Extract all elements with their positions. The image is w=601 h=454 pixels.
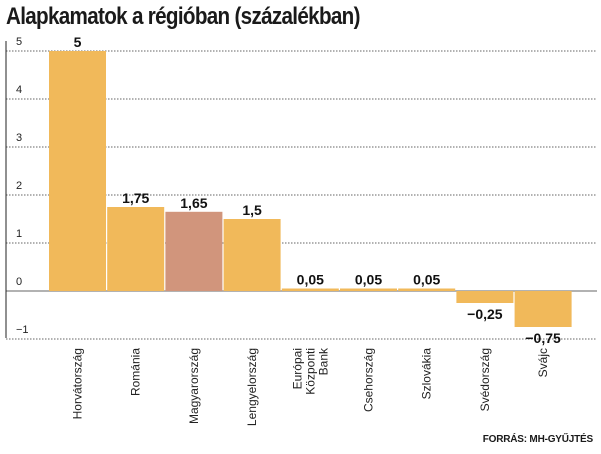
y-tick-label: 3 xyxy=(16,132,22,144)
category-label-line: Magyarország xyxy=(187,348,201,424)
category-label: Lengyelország xyxy=(245,348,259,426)
bar xyxy=(107,207,165,291)
category-label-line: Horvátország xyxy=(71,348,85,419)
y-tick-label: 4 xyxy=(16,84,22,96)
bar xyxy=(456,291,514,303)
category-label-line: Központi xyxy=(303,348,317,395)
category-label-line: Svédország xyxy=(478,348,492,411)
value-label: −0,25 xyxy=(467,306,503,322)
value-label: 0,05 xyxy=(413,272,440,288)
value-label: −0,75 xyxy=(525,330,561,346)
category-label-line: Románia xyxy=(129,348,143,396)
category-label: Románia xyxy=(129,348,143,396)
bar xyxy=(49,51,106,291)
category-label-line: Európai xyxy=(290,348,304,389)
value-label: 1,5 xyxy=(242,202,262,218)
y-tick-label: −1 xyxy=(16,324,29,336)
category-label: Szlovákia xyxy=(420,348,434,400)
value-label: 0,05 xyxy=(297,272,324,288)
category-label-line: Lengyelország xyxy=(245,348,259,426)
y-tick-label: 5 xyxy=(16,36,22,48)
bar xyxy=(340,288,397,291)
source-note: FORRÁS: MH-GYŰJTÉS xyxy=(482,434,593,445)
bar xyxy=(165,211,223,291)
value-label: 1,65 xyxy=(180,195,207,211)
value-label: 5 xyxy=(74,34,82,50)
category-label: Svédország xyxy=(478,348,492,411)
bar xyxy=(398,288,456,291)
y-tick-label: 2 xyxy=(16,180,22,192)
y-tick-label: 0 xyxy=(16,276,22,288)
value-label: 1,75 xyxy=(122,190,149,206)
chart-title: Alapkamatok a régióban (százalékban) xyxy=(6,3,360,30)
category-label-line: Bank xyxy=(316,347,330,375)
bar xyxy=(514,291,572,327)
category-label-line: Csehország xyxy=(362,348,376,412)
category-label: Európai Központi Bank xyxy=(290,347,330,395)
category-label-line: Svájc xyxy=(536,348,550,377)
category-label: Svájc xyxy=(536,348,550,377)
category-label: Csehország xyxy=(362,348,376,412)
y-tick-label: 1 xyxy=(16,228,22,240)
value-label: 0,05 xyxy=(355,272,382,288)
category-label-line: Szlovákia xyxy=(420,348,434,400)
category-label: Magyarország xyxy=(187,348,201,424)
category-label: Horvátország xyxy=(71,348,85,419)
bar xyxy=(281,288,339,291)
bar xyxy=(223,219,281,291)
